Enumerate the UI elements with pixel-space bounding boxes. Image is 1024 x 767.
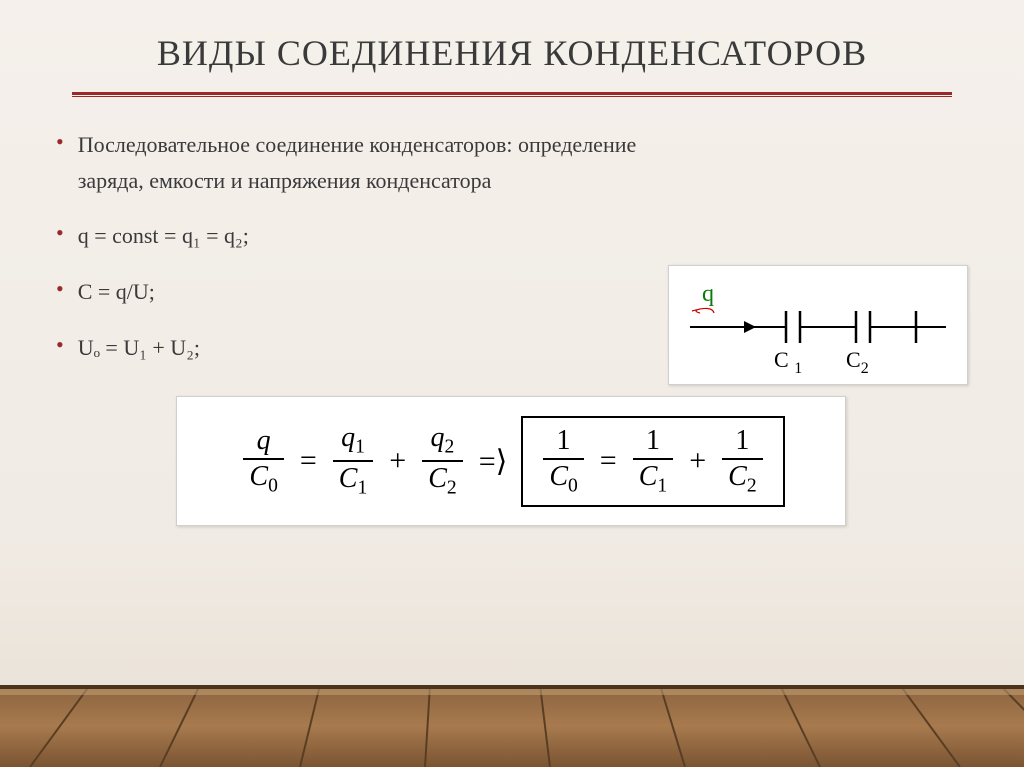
squiggle-icon: [692, 308, 714, 313]
implies: =⟩: [479, 444, 508, 479]
circuit-svg: q C 1 C2: [678, 275, 958, 375]
formula-q: • q = const = q₁ = q₂;: [56, 218, 984, 254]
arrowhead-icon: [744, 321, 756, 333]
c2-label: C2: [846, 347, 869, 375]
fraction: q1 C1: [333, 423, 373, 499]
formula-text: Uₒ = U₁ + U₂;: [78, 330, 200, 366]
c1-label: C 1: [774, 347, 802, 375]
formula-text: C = q/U;: [78, 274, 155, 310]
formula-text: q = const = q₁ = q₂;: [78, 218, 249, 254]
fraction: 1 C2: [722, 426, 762, 498]
fraction: 1 C0: [543, 426, 583, 498]
fraction: q C0: [243, 426, 283, 498]
title-divider: [72, 92, 952, 97]
plus: +: [389, 444, 406, 478]
equals: =: [600, 444, 617, 478]
boxed-result: 1 C0 = 1 C1 + 1 C2: [521, 416, 784, 508]
fraction: q2 C2: [422, 423, 462, 499]
bullet-marker: •: [56, 218, 64, 249]
page-title: ВИДЫ СОЕДИНЕНИЯ КОНДЕНСАТОРОВ: [0, 0, 1024, 92]
circuit-diagram: q C 1 C2: [668, 265, 968, 385]
bullet-marker: •: [56, 274, 64, 305]
content-area: • Последовательное соединение конденсато…: [0, 127, 1024, 526]
intro-bullet: • Последовательное соединение конденсато…: [56, 127, 984, 200]
wood-floor: [0, 685, 1024, 767]
intro-text: Последовательное соединение конденсаторо…: [78, 127, 638, 200]
q-label: q: [702, 281, 714, 307]
bullet-marker: •: [56, 330, 64, 361]
equation-box: q C0 = q1 C1 + q2 C2 =⟩ 1 C0 = 1 C1 + 1: [176, 396, 846, 526]
fraction: 1 C1: [633, 426, 673, 498]
bullet-marker: •: [56, 127, 64, 158]
plus: +: [689, 444, 706, 478]
equals: =: [300, 444, 317, 478]
